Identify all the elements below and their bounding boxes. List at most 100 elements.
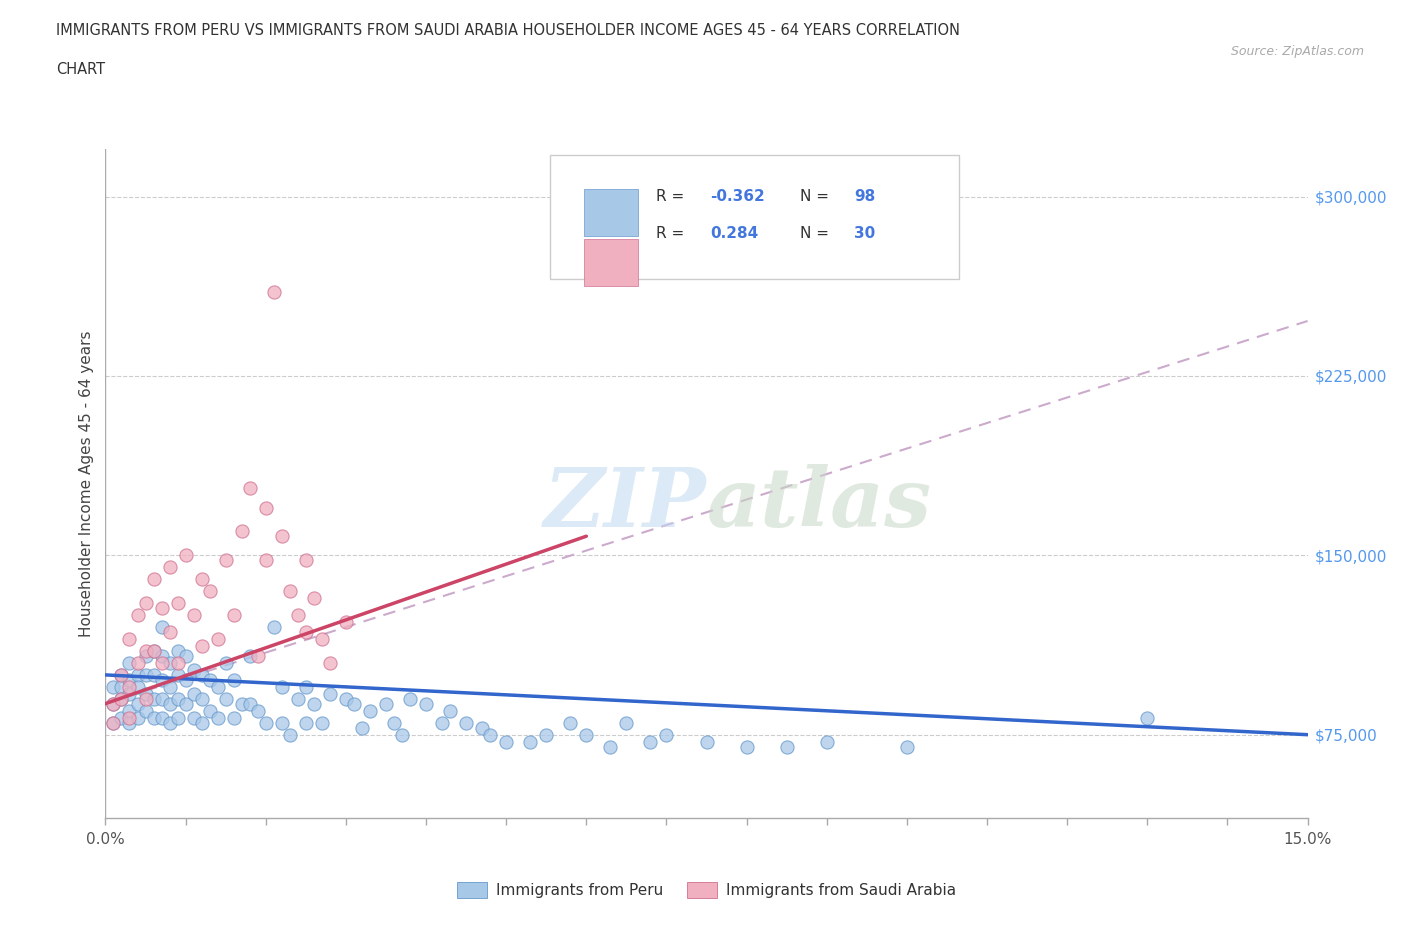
Point [190,691,212,706]
Point [560,715,582,730]
Point [776,739,799,754]
Point [295,624,318,639]
Point [207,680,229,695]
Point [207,711,229,725]
Point [118,656,141,671]
Point [150,711,173,725]
Point [254,500,277,515]
Point [159,560,181,575]
FancyBboxPatch shape [583,189,638,236]
Point [110,691,132,706]
Point [190,668,212,683]
Point [391,727,413,742]
Point [103,697,125,711]
Point [190,715,212,730]
Point [335,691,357,706]
Point [214,656,236,671]
Point [246,648,269,663]
Point [319,686,342,701]
Point [110,691,132,706]
Point [159,656,181,671]
FancyBboxPatch shape [583,239,638,286]
Point [135,691,157,706]
Point [430,715,453,730]
Point [616,715,638,730]
Point [350,720,373,735]
Point [287,691,309,706]
Point [302,697,325,711]
Point [222,672,245,687]
Point [159,697,181,711]
Point [214,691,236,706]
Point [471,720,494,735]
Point [118,686,141,701]
Point [231,524,253,538]
Point [374,697,398,711]
Point [263,619,285,634]
Point [150,672,173,687]
Point [142,711,165,725]
Point [174,672,197,687]
Point [454,715,477,730]
Point [254,552,277,567]
Point [135,644,157,658]
Point [231,697,253,711]
Point [135,648,157,663]
Point [118,703,141,718]
Point [239,648,262,663]
Point [110,668,132,683]
Point [118,631,141,646]
Point [359,703,381,718]
Point [287,607,309,622]
Point [110,680,132,695]
Point [166,711,188,725]
Text: CHART: CHART [56,62,105,77]
Point [295,680,318,695]
Point [198,672,221,687]
Point [655,727,678,742]
Point [150,601,173,616]
Text: -0.362: -0.362 [710,189,765,204]
Point [127,711,149,725]
Point [135,596,157,611]
Point [270,680,292,695]
Point [166,596,188,611]
Point [198,703,221,718]
Text: N =: N = [800,226,834,241]
Point [495,735,517,750]
Point [183,607,205,622]
Point [142,691,165,706]
Point [103,715,125,730]
Point [127,656,149,671]
Point [311,631,333,646]
Y-axis label: Householder Income Ages 45 - 64 years: Householder Income Ages 45 - 64 years [79,330,94,637]
Point [150,656,173,671]
Point [239,481,262,496]
Point [142,644,165,658]
Point [254,715,277,730]
Point [166,656,188,671]
Text: ZIP: ZIP [544,464,707,544]
Point [135,686,157,701]
Point [127,607,149,622]
Point [166,691,188,706]
Point [263,285,285,299]
Point [103,715,125,730]
Point [295,715,318,730]
FancyBboxPatch shape [550,155,959,279]
Point [142,572,165,587]
Point [135,668,157,683]
Point [174,697,197,711]
Point [295,552,318,567]
Point [174,648,197,663]
Point [118,711,141,725]
Point [399,691,422,706]
Point [118,672,141,687]
Point [142,644,165,658]
Text: atlas: atlas [707,464,932,544]
Point [302,591,325,605]
Point [479,727,502,742]
Point [382,715,405,730]
Point [815,735,838,750]
Point [103,680,125,695]
